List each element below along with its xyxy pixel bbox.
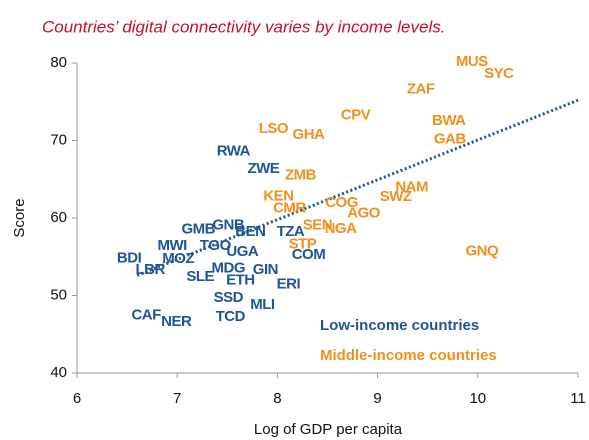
point-label: GIN	[253, 261, 278, 278]
point-label: NGA	[325, 220, 358, 237]
point-label: GHA	[293, 126, 326, 143]
point-label: MDG	[212, 259, 246, 276]
point-label: ZWE	[247, 160, 279, 177]
point-label: GMB	[181, 221, 215, 238]
x-tick-label: 11	[570, 390, 586, 407]
y-tick-label: 60	[50, 209, 67, 226]
point-label: BDI	[117, 249, 142, 266]
point-label: MUS	[456, 53, 488, 70]
point-label: SWZ	[380, 188, 412, 205]
point-label: STP	[289, 235, 317, 252]
point-label: TCD	[216, 308, 246, 325]
point-label: TGO	[200, 237, 232, 254]
point-label: SEN	[303, 217, 332, 234]
point-label: BWA	[432, 112, 466, 129]
point-label: SLE	[186, 268, 214, 285]
x-tick-label: 10	[469, 390, 486, 407]
point-label: NER	[161, 313, 192, 330]
point-label: AGO	[347, 204, 381, 221]
y-axis-label: Score	[11, 198, 28, 237]
point-label: ETH	[226, 272, 255, 289]
legend-entry: Middle-income countries	[320, 347, 497, 364]
x-tick-label: 9	[373, 390, 381, 407]
point-label: COG	[325, 194, 358, 211]
point-label: MWI	[158, 237, 188, 254]
point-label: RWA	[217, 142, 251, 159]
point-label: UGA	[226, 243, 259, 260]
point-label: GNQ	[465, 242, 499, 259]
point-label: ERI	[277, 276, 301, 293]
point-label: GNB	[212, 217, 245, 234]
point-label: SSD	[214, 289, 244, 306]
point-label: LBR	[135, 261, 165, 278]
y-tick-label: 70	[50, 131, 67, 148]
y-tick-label: 50	[50, 286, 67, 303]
legend-entry: Low-income countries	[320, 317, 479, 334]
point-label: NAM	[395, 179, 428, 196]
y-tick-label: 40	[50, 364, 67, 381]
point-label: GAB	[434, 131, 467, 148]
y-tick-label: 80	[50, 54, 67, 71]
point-label: CPV	[341, 107, 371, 124]
point-label: TZA	[277, 223, 305, 240]
point-label: CMR	[273, 200, 306, 217]
x-tick-label: 6	[73, 390, 81, 407]
point-label: CAF	[131, 307, 161, 324]
x-tick-label: 7	[173, 390, 181, 407]
point-label: LSO	[259, 120, 289, 137]
point-label: KEN	[263, 187, 293, 204]
point-label: MLI	[250, 296, 275, 313]
x-tick-label: 8	[273, 390, 281, 407]
point-label: MOZ	[162, 250, 194, 267]
point-label: BEN	[235, 223, 265, 240]
point-label: SYC	[484, 65, 514, 82]
point-label: ZAF	[407, 80, 435, 97]
point-label: COM	[292, 246, 326, 263]
chart-subtitle: Countries’ digital connectivity varies b…	[42, 17, 445, 36]
point-label: ZMB	[285, 166, 317, 183]
x-axis-label: Log of GDP per capita	[254, 421, 403, 438]
